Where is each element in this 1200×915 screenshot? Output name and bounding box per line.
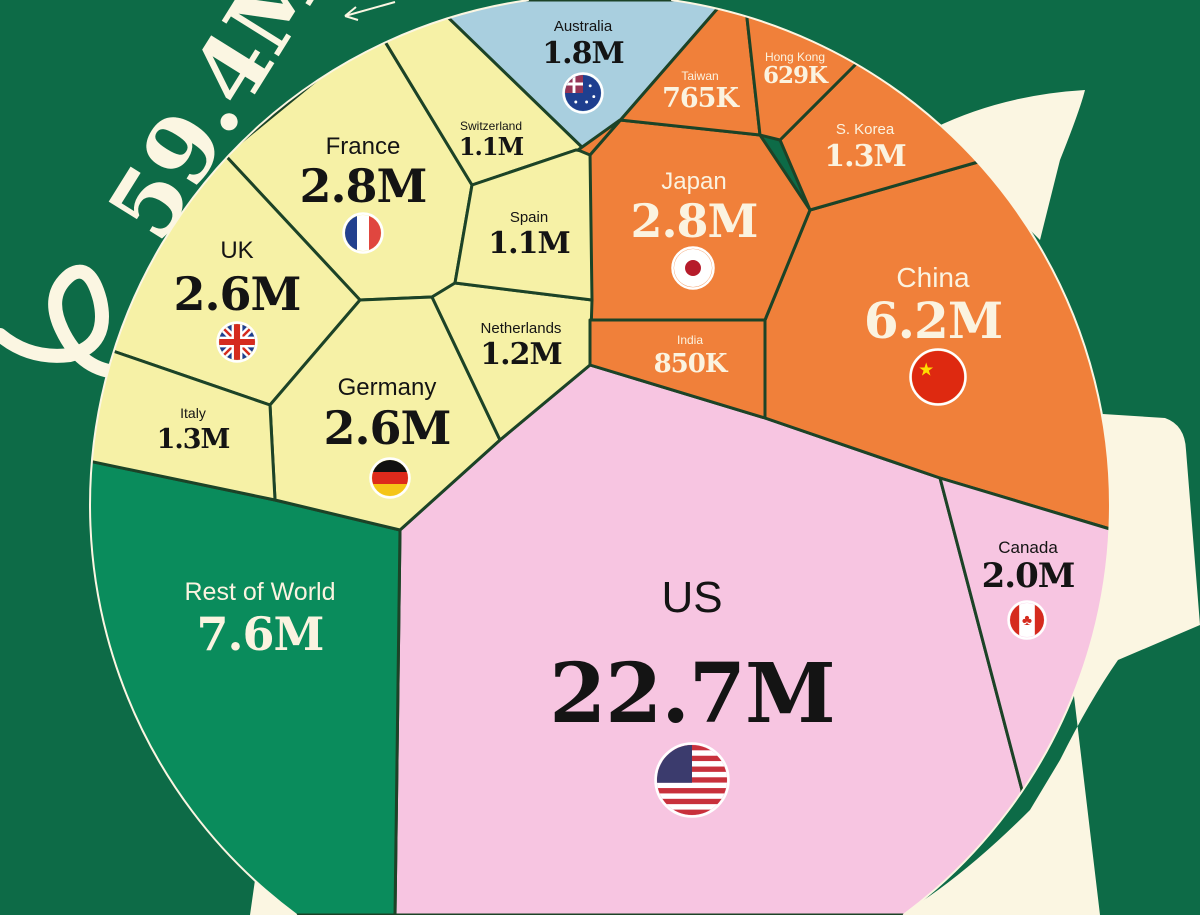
country-value: 1.8M — [542, 36, 623, 71]
cell-rest-of-world — [90, 453, 402, 915]
country-value: 1.3M — [157, 424, 230, 455]
cell-india — [588, 318, 767, 420]
country-name: Taiwan — [681, 69, 718, 83]
cell-spain — [453, 148, 594, 302]
country-value: 2.8M — [300, 159, 427, 213]
country-value: 629K — [763, 62, 829, 89]
circle-outline — [89, 0, 1111, 915]
country-name: S. Korea — [836, 121, 895, 138]
flag-ring — [562, 72, 604, 114]
cell-label-italy: Italy 1.3M — [157, 405, 231, 455]
japan-flag-icon — [674, 249, 712, 287]
country-value: 1.1M — [488, 226, 569, 261]
country-value: 2.6M — [324, 401, 451, 455]
country-name: Spain — [510, 209, 548, 226]
uk-flag-icon — [219, 324, 255, 360]
country-value: 850K — [654, 349, 729, 379]
australia-flag-icon — [565, 75, 601, 111]
svg-text:♣: ♣ — [1022, 612, 1032, 629]
country-name: Canada — [998, 538, 1058, 557]
country-name: Australia — [554, 18, 613, 35]
country-value: 2.0M — [982, 556, 1075, 596]
country-name: France — [326, 133, 401, 160]
flag-ring — [671, 246, 715, 290]
country-name: Italy — [180, 405, 206, 421]
country-name: India — [677, 333, 703, 347]
country-value: 765K — [662, 83, 740, 114]
canada-flag-icon: ♣ — [1010, 603, 1044, 637]
france-flag-icon — [345, 215, 381, 251]
country-value: 1.3M — [824, 139, 905, 174]
cell-label-us: US 22.7M — [549, 573, 836, 818]
flag-ring — [369, 457, 411, 499]
country-name: China — [896, 262, 970, 293]
country-value: 7.6M — [197, 607, 324, 661]
country-name: Germany — [338, 374, 437, 401]
country-name: UK — [220, 237, 253, 264]
country-name: Hong Kong — [765, 50, 825, 64]
flag-ring — [1007, 600, 1047, 640]
flag-ring — [342, 212, 384, 254]
country-value: 6.2M — [864, 291, 1002, 350]
germany-flag-icon — [372, 460, 408, 496]
country-value: 1.1M — [459, 132, 524, 161]
flag-ring — [216, 321, 258, 363]
country-name: US — [661, 573, 722, 622]
country-value: 2.6M — [174, 267, 301, 321]
country-value: 1.2M — [480, 337, 561, 372]
country-name: Switzerland — [460, 119, 522, 133]
pig-tail-icon — [0, 264, 122, 379]
country-value: 2.8M — [631, 194, 758, 248]
country-name: Japan — [661, 168, 726, 195]
cell-label-uk: UK 2.6M — [174, 237, 301, 363]
pig-ear-shape — [930, 90, 1085, 240]
country-name: Rest of World — [185, 578, 336, 606]
svg-text:★: ★ — [918, 360, 934, 380]
us-flag-icon — [657, 745, 727, 815]
flag-ring — [654, 742, 730, 818]
china-flag-icon: ★ — [912, 351, 964, 403]
country-value: 22.7M — [549, 646, 834, 742]
flag-ring — [909, 348, 967, 406]
country-name: Netherlands — [481, 320, 562, 337]
arrow-icon — [344, 1, 396, 21]
cell-label-india: India 850K — [654, 333, 730, 379]
pig-body-shape — [900, 410, 1200, 915]
